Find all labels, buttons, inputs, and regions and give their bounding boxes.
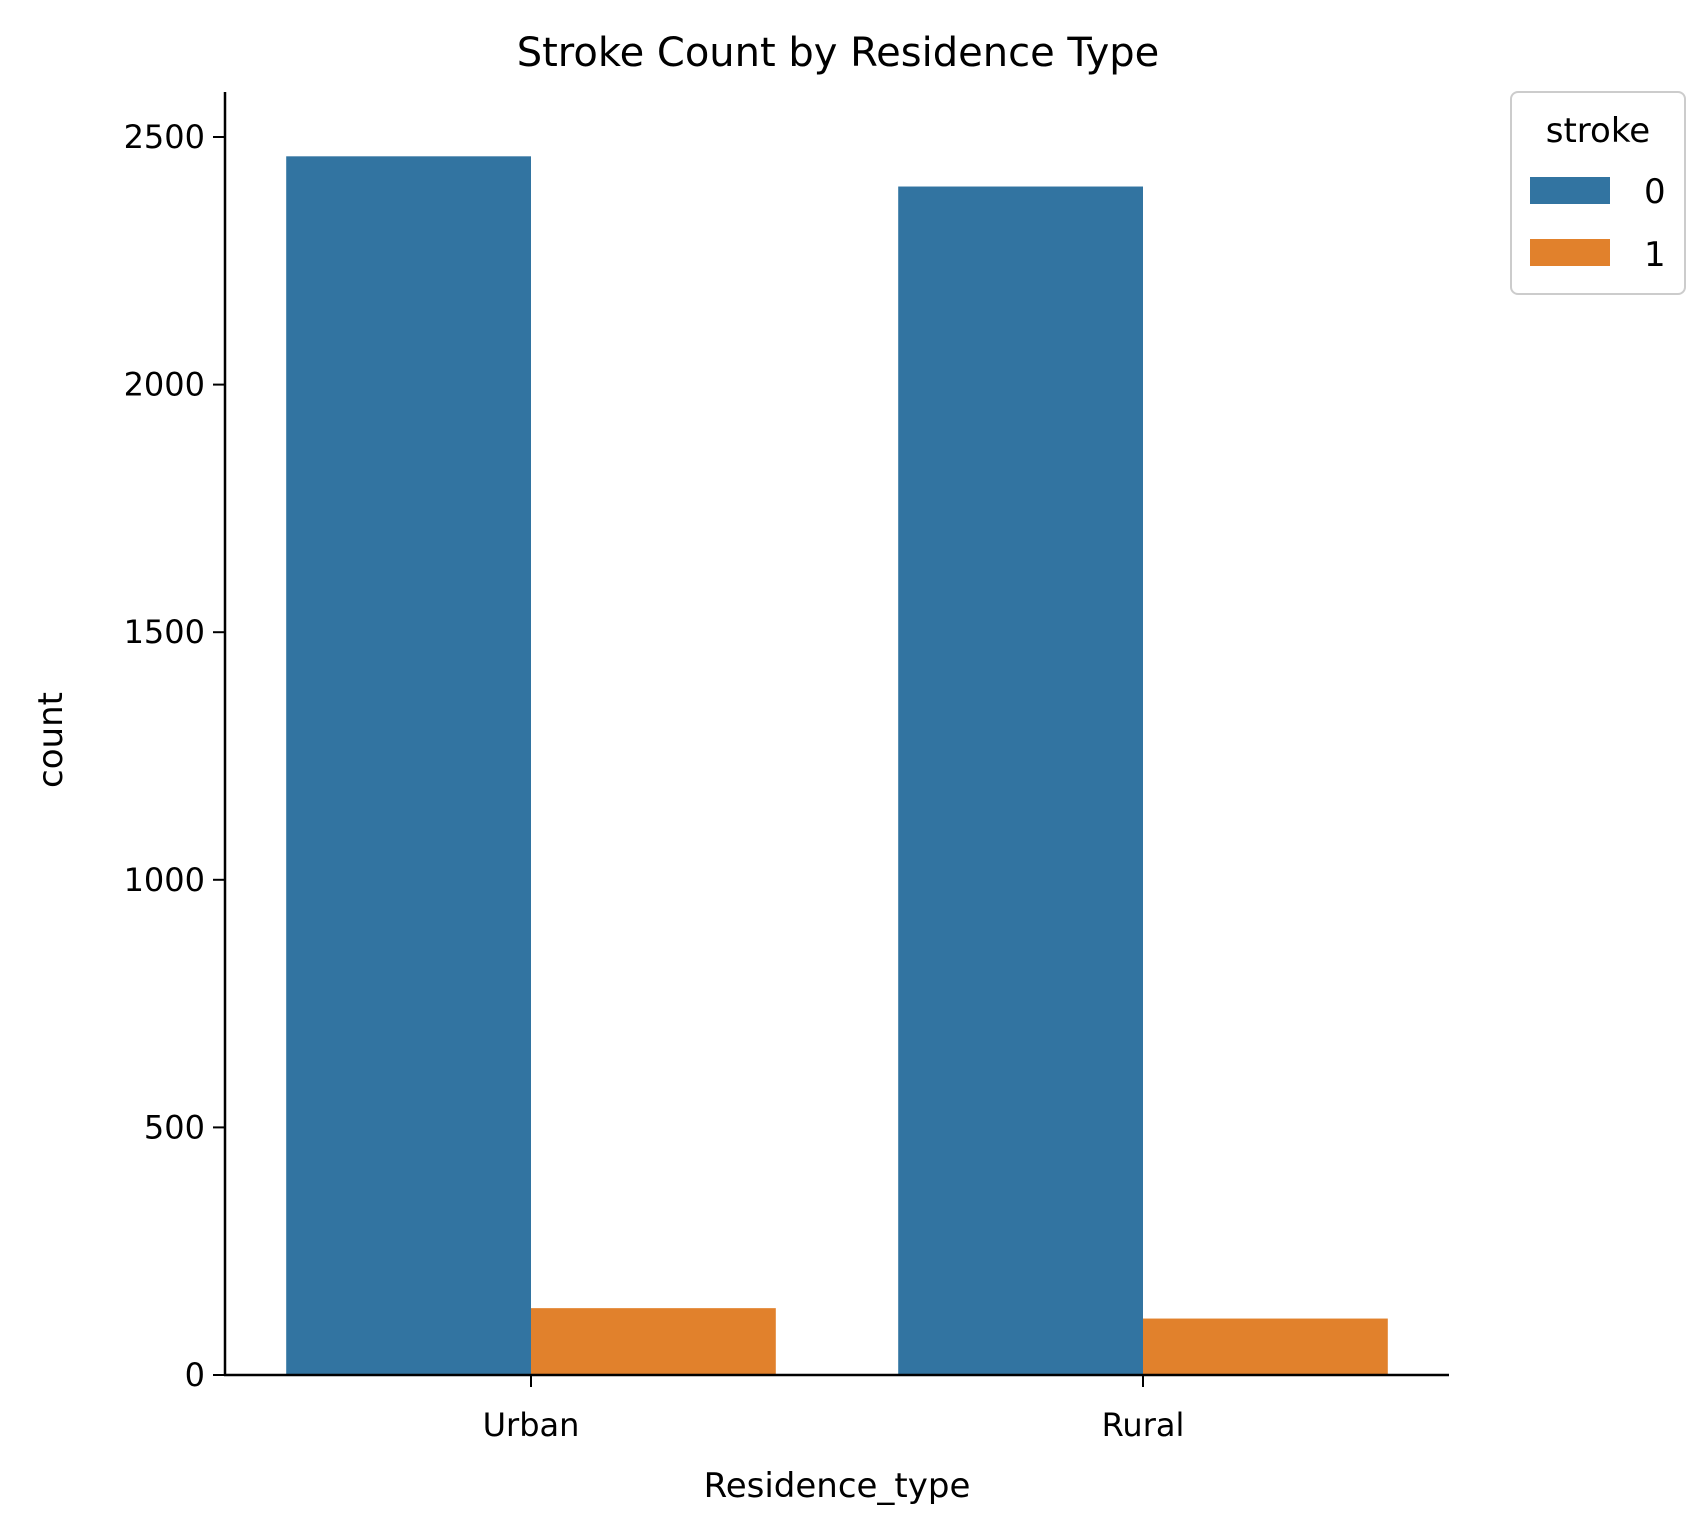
x-axis-label: Residence_type	[704, 1466, 971, 1506]
y-tick-label-1500: 1500	[124, 613, 205, 651]
y-tick-label-2000: 2000	[124, 366, 205, 404]
bar-urban-stroke-1	[531, 1308, 776, 1375]
y-axis-label: count	[31, 692, 71, 788]
legend-label-0: 0	[1644, 172, 1666, 212]
y-tick-label-2500: 2500	[124, 118, 205, 156]
legend-title: stroke	[1546, 111, 1650, 151]
y-tick-label-0: 0	[185, 1356, 205, 1394]
bars-group	[286, 156, 1388, 1376]
x-axis-ticks: Urban Rural	[483, 1375, 1185, 1444]
legend-swatch-0	[1530, 177, 1610, 204]
chart-title: Stroke Count by Residence Type	[517, 30, 1160, 76]
legend-swatch-1	[1530, 239, 1610, 266]
y-tick-label-500: 500	[144, 1108, 205, 1146]
bar-urban-stroke-0	[286, 156, 531, 1376]
legend: stroke 0 1	[1510, 91, 1686, 295]
x-tick-label-rural: Rural	[1102, 1406, 1185, 1444]
y-axis-ticks: 0 500 1000 1500 2000 2500	[124, 118, 225, 1394]
y-tick-label-1000: 1000	[124, 861, 205, 899]
x-tick-label-urban: Urban	[483, 1406, 580, 1444]
bar-rural-stroke-0	[898, 186, 1143, 1375]
bar-rural-stroke-1	[1143, 1318, 1388, 1375]
legend-label-1: 1	[1644, 235, 1666, 275]
